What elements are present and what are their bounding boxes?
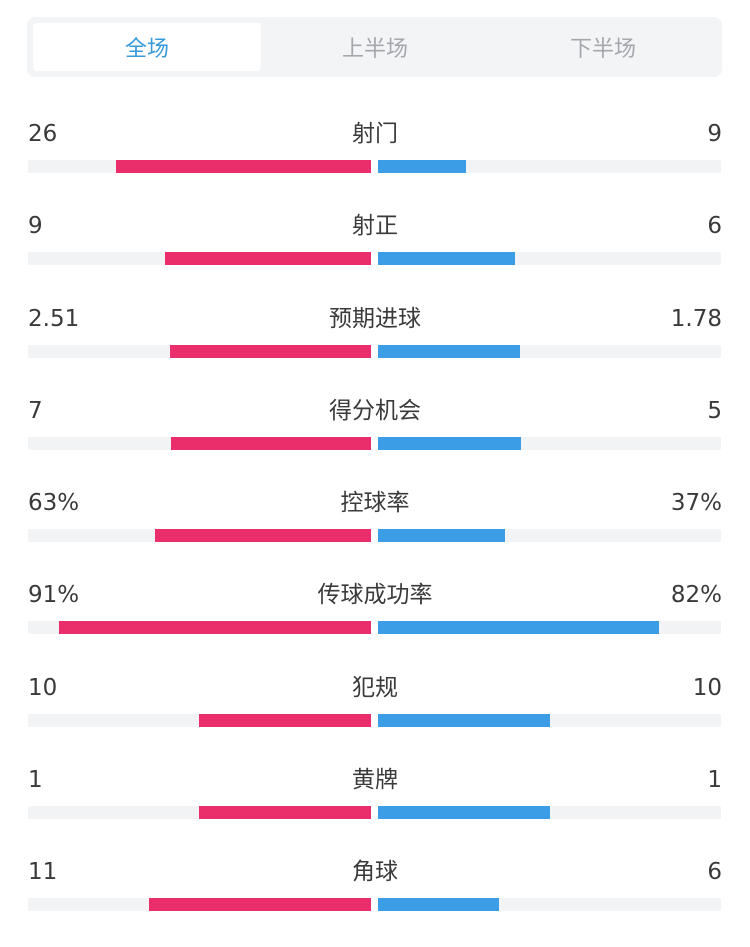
stat-label: 传球成功率 bbox=[317, 582, 433, 608]
home-bar-fill bbox=[165, 252, 371, 265]
stat-row-expected-goals: 预期进球 2.51 1.78 bbox=[28, 302, 722, 382]
home-bar-fill bbox=[149, 898, 371, 911]
away-bar-track bbox=[378, 714, 721, 727]
home-bar-track bbox=[28, 529, 371, 542]
away-value: 5 bbox=[707, 398, 722, 424]
stat-label: 射门 bbox=[352, 121, 398, 147]
stat-row-pass-accuracy: 传球成功率 91% 82% bbox=[28, 578, 722, 658]
home-bar-track bbox=[28, 806, 371, 819]
home-bar-fill bbox=[199, 714, 371, 727]
away-value: 9 bbox=[707, 121, 722, 147]
away-bar-track bbox=[378, 345, 721, 358]
stat-label: 黄牌 bbox=[352, 767, 398, 793]
away-bar-track bbox=[378, 898, 721, 911]
home-bar-fill bbox=[199, 806, 371, 819]
home-value: 2.51 bbox=[28, 306, 80, 332]
away-bar-track bbox=[378, 252, 721, 265]
home-bar-fill bbox=[155, 529, 371, 542]
stat-row-big-chances: 得分机会 7 5 bbox=[28, 394, 722, 474]
home-bar-fill bbox=[116, 160, 371, 173]
stat-row-shots-on-target: 射正 9 6 bbox=[28, 209, 722, 289]
stat-row-corners: 角球 11 6 bbox=[28, 855, 722, 935]
tab-full-match[interactable]: 全场 bbox=[33, 23, 261, 71]
home-bar-fill bbox=[59, 621, 371, 634]
away-value: 6 bbox=[707, 859, 722, 885]
away-bar-fill bbox=[378, 252, 515, 265]
home-bar-track bbox=[28, 714, 371, 727]
home-value: 63% bbox=[28, 490, 80, 516]
stat-label: 犯规 bbox=[352, 675, 398, 701]
tab-first-half[interactable]: 上半场 bbox=[341, 37, 408, 62]
away-bar-track bbox=[378, 437, 721, 450]
away-value: 37% bbox=[670, 490, 722, 516]
stat-row-possession: 控球率 63% 37% bbox=[28, 486, 722, 566]
stat-label: 预期进球 bbox=[329, 306, 421, 332]
home-value: 10 bbox=[28, 675, 58, 701]
away-bar-fill bbox=[378, 437, 521, 450]
away-value: 1.78 bbox=[670, 306, 722, 332]
home-bar-track bbox=[28, 621, 371, 634]
home-bar-track bbox=[28, 898, 371, 911]
away-value: 6 bbox=[707, 213, 722, 239]
home-bar-track bbox=[28, 160, 371, 173]
away-bar-fill bbox=[378, 714, 550, 727]
stat-row-yellow-cards: 黄牌 1 1 bbox=[28, 763, 722, 843]
period-tabs: 全场 上半场 下半场 bbox=[27, 17, 722, 77]
away-bar-track bbox=[378, 621, 721, 634]
away-bar-fill bbox=[378, 621, 659, 634]
stat-label: 控球率 bbox=[340, 490, 410, 516]
stat-row-shots: 射门 26 9 bbox=[28, 117, 722, 197]
home-value: 11 bbox=[28, 859, 58, 885]
home-value: 9 bbox=[28, 213, 43, 239]
stat-label: 得分机会 bbox=[329, 398, 421, 424]
tab-second-half[interactable]: 下半场 bbox=[569, 37, 636, 62]
home-value: 7 bbox=[28, 398, 43, 424]
away-bar-fill bbox=[378, 806, 550, 819]
away-bar-fill bbox=[378, 345, 520, 358]
home-bar-track bbox=[28, 437, 371, 450]
away-value: 1 bbox=[707, 767, 722, 793]
home-value: 1 bbox=[28, 767, 43, 793]
home-bar-track bbox=[28, 252, 371, 265]
home-bar-fill bbox=[170, 345, 371, 358]
home-value: 26 bbox=[28, 121, 58, 147]
stat-label: 角球 bbox=[352, 859, 398, 885]
home-bar-track bbox=[28, 345, 371, 358]
away-value: 10 bbox=[692, 675, 722, 701]
away-bar-track bbox=[378, 160, 721, 173]
away-value: 82% bbox=[670, 582, 722, 608]
home-bar-fill bbox=[171, 437, 371, 450]
stat-row-fouls: 犯规 10 10 bbox=[28, 671, 722, 751]
away-bar-fill bbox=[378, 160, 466, 173]
away-bar-fill bbox=[378, 898, 499, 911]
stat-label: 射正 bbox=[352, 213, 398, 239]
home-value: 91% bbox=[28, 582, 80, 608]
away-bar-track bbox=[378, 806, 721, 819]
away-bar-fill bbox=[378, 529, 505, 542]
away-bar-track bbox=[378, 529, 721, 542]
